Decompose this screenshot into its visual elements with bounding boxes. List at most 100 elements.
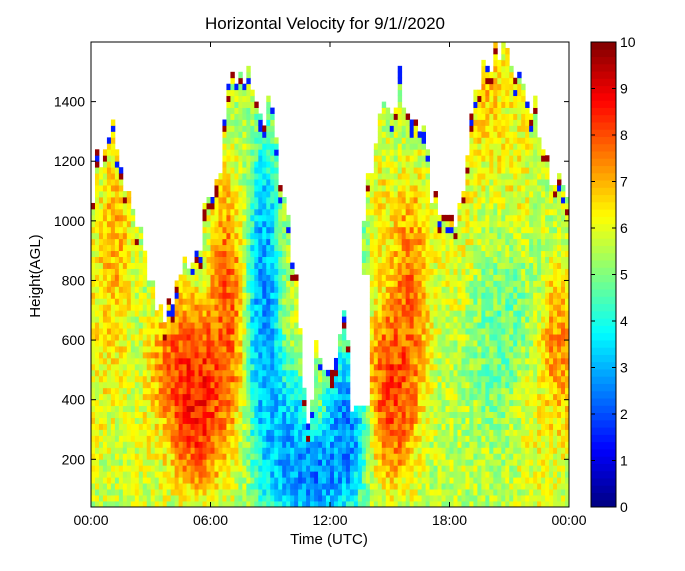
heatmap-cell <box>477 256 482 263</box>
heatmap-cell <box>393 357 399 365</box>
heatmap-cell <box>481 137 486 144</box>
heatmap-cell <box>397 119 403 126</box>
heatmap-cell <box>98 429 104 436</box>
heatmap-cell <box>373 238 379 246</box>
heatmap-cell <box>433 489 438 496</box>
heatmap-cell <box>246 495 251 502</box>
heatmap-cell <box>457 465 462 472</box>
heatmap-cell <box>258 292 263 299</box>
heatmap-cell <box>198 471 203 478</box>
heatmap-cell <box>250 328 255 335</box>
heatmap-cell <box>242 202 247 210</box>
heatmap-cell <box>473 369 478 377</box>
heatmap-cell <box>465 197 470 204</box>
heatmap-cell <box>333 363 339 371</box>
heatmap-cell <box>134 435 140 442</box>
heatmap-cell <box>242 83 247 91</box>
heatmap-cell <box>158 483 164 490</box>
heatmap-cell <box>170 447 176 454</box>
heatmap-cell <box>234 304 239 311</box>
heatmap-cell <box>318 483 323 490</box>
heatmap-cell <box>465 304 470 311</box>
heatmap-cell <box>425 381 430 389</box>
heatmap-cell <box>238 226 243 234</box>
heatmap-cell <box>270 125 275 132</box>
heatmap-cell <box>94 495 100 502</box>
heatmap-cell <box>369 310 375 317</box>
heatmap-cell <box>174 489 180 496</box>
heatmap-cell <box>286 256 291 263</box>
heatmap-cell <box>377 286 383 293</box>
heatmap-cell <box>330 405 335 413</box>
heatmap-cell <box>369 369 375 377</box>
heatmap-cell <box>401 495 407 502</box>
heatmap-cell <box>226 208 231 216</box>
heatmap-cell <box>174 393 180 401</box>
heatmap-cell <box>98 208 104 216</box>
heatmap-cell <box>118 489 124 496</box>
heatmap-cell <box>401 501 407 508</box>
heatmap-cell <box>357 471 363 478</box>
heatmap-cell <box>473 286 478 293</box>
heatmap-cell <box>397 77 403 85</box>
heatmap-cell <box>230 77 235 85</box>
heatmap-cell <box>234 208 239 216</box>
heatmap-cell <box>477 411 482 418</box>
heatmap-cell <box>469 256 474 263</box>
heatmap-cell <box>190 310 195 317</box>
heatmap-cell <box>465 465 470 472</box>
heatmap-cell <box>413 346 419 353</box>
heatmap-cell <box>274 369 279 377</box>
heatmap-cell <box>218 280 223 287</box>
heatmap-cell <box>461 280 466 287</box>
heatmap-cell <box>114 453 120 460</box>
heatmap-cell <box>369 477 375 484</box>
heatmap-cell <box>417 423 423 430</box>
heatmap-cell <box>445 220 450 228</box>
heatmap-cell <box>126 250 132 258</box>
heatmap-cell <box>481 226 486 234</box>
heatmap-cell <box>477 447 482 454</box>
heatmap-cell <box>230 179 235 186</box>
heatmap-cell <box>298 346 303 353</box>
heatmap-cell <box>274 226 279 234</box>
heatmap-cell <box>242 328 247 335</box>
heatmap-cell <box>441 232 446 240</box>
heatmap-cell <box>178 471 184 478</box>
heatmap-cell <box>429 346 434 353</box>
heatmap-cell <box>242 435 247 442</box>
heatmap-cell <box>174 328 180 335</box>
heatmap-cell <box>405 286 411 293</box>
heatmap-cell <box>150 411 156 418</box>
heatmap-cell <box>461 292 466 299</box>
heatmap-cell <box>302 459 307 466</box>
heatmap-cell <box>106 453 112 460</box>
heatmap-cell <box>266 435 271 442</box>
heatmap-cell <box>146 399 152 407</box>
heatmap-cell <box>469 113 474 120</box>
heatmap-cell <box>226 399 231 407</box>
heatmap-cell <box>465 346 470 353</box>
heatmap-cell <box>341 495 347 502</box>
heatmap-cell <box>154 334 160 341</box>
heatmap-cell <box>278 262 283 269</box>
heatmap-cell <box>413 250 419 258</box>
heatmap-cell <box>98 459 104 466</box>
heatmap-cell <box>110 131 116 138</box>
heatmap-cell <box>437 495 442 502</box>
heatmap-cell <box>222 310 227 317</box>
heatmap-cell <box>473 322 478 329</box>
heatmap-cell <box>469 161 474 168</box>
heatmap-cell <box>445 262 450 269</box>
heatmap-cell <box>365 238 371 246</box>
heatmap-cell <box>393 202 399 210</box>
heatmap-cell <box>377 208 383 216</box>
heatmap-cell <box>246 119 251 126</box>
heatmap-cell <box>330 477 335 484</box>
heatmap-cell <box>150 501 156 508</box>
heatmap-cell <box>230 161 235 168</box>
heatmap-cell <box>114 459 120 466</box>
heatmap-cell <box>397 346 403 353</box>
heatmap-cell <box>246 220 251 228</box>
heatmap-cell <box>385 113 391 120</box>
